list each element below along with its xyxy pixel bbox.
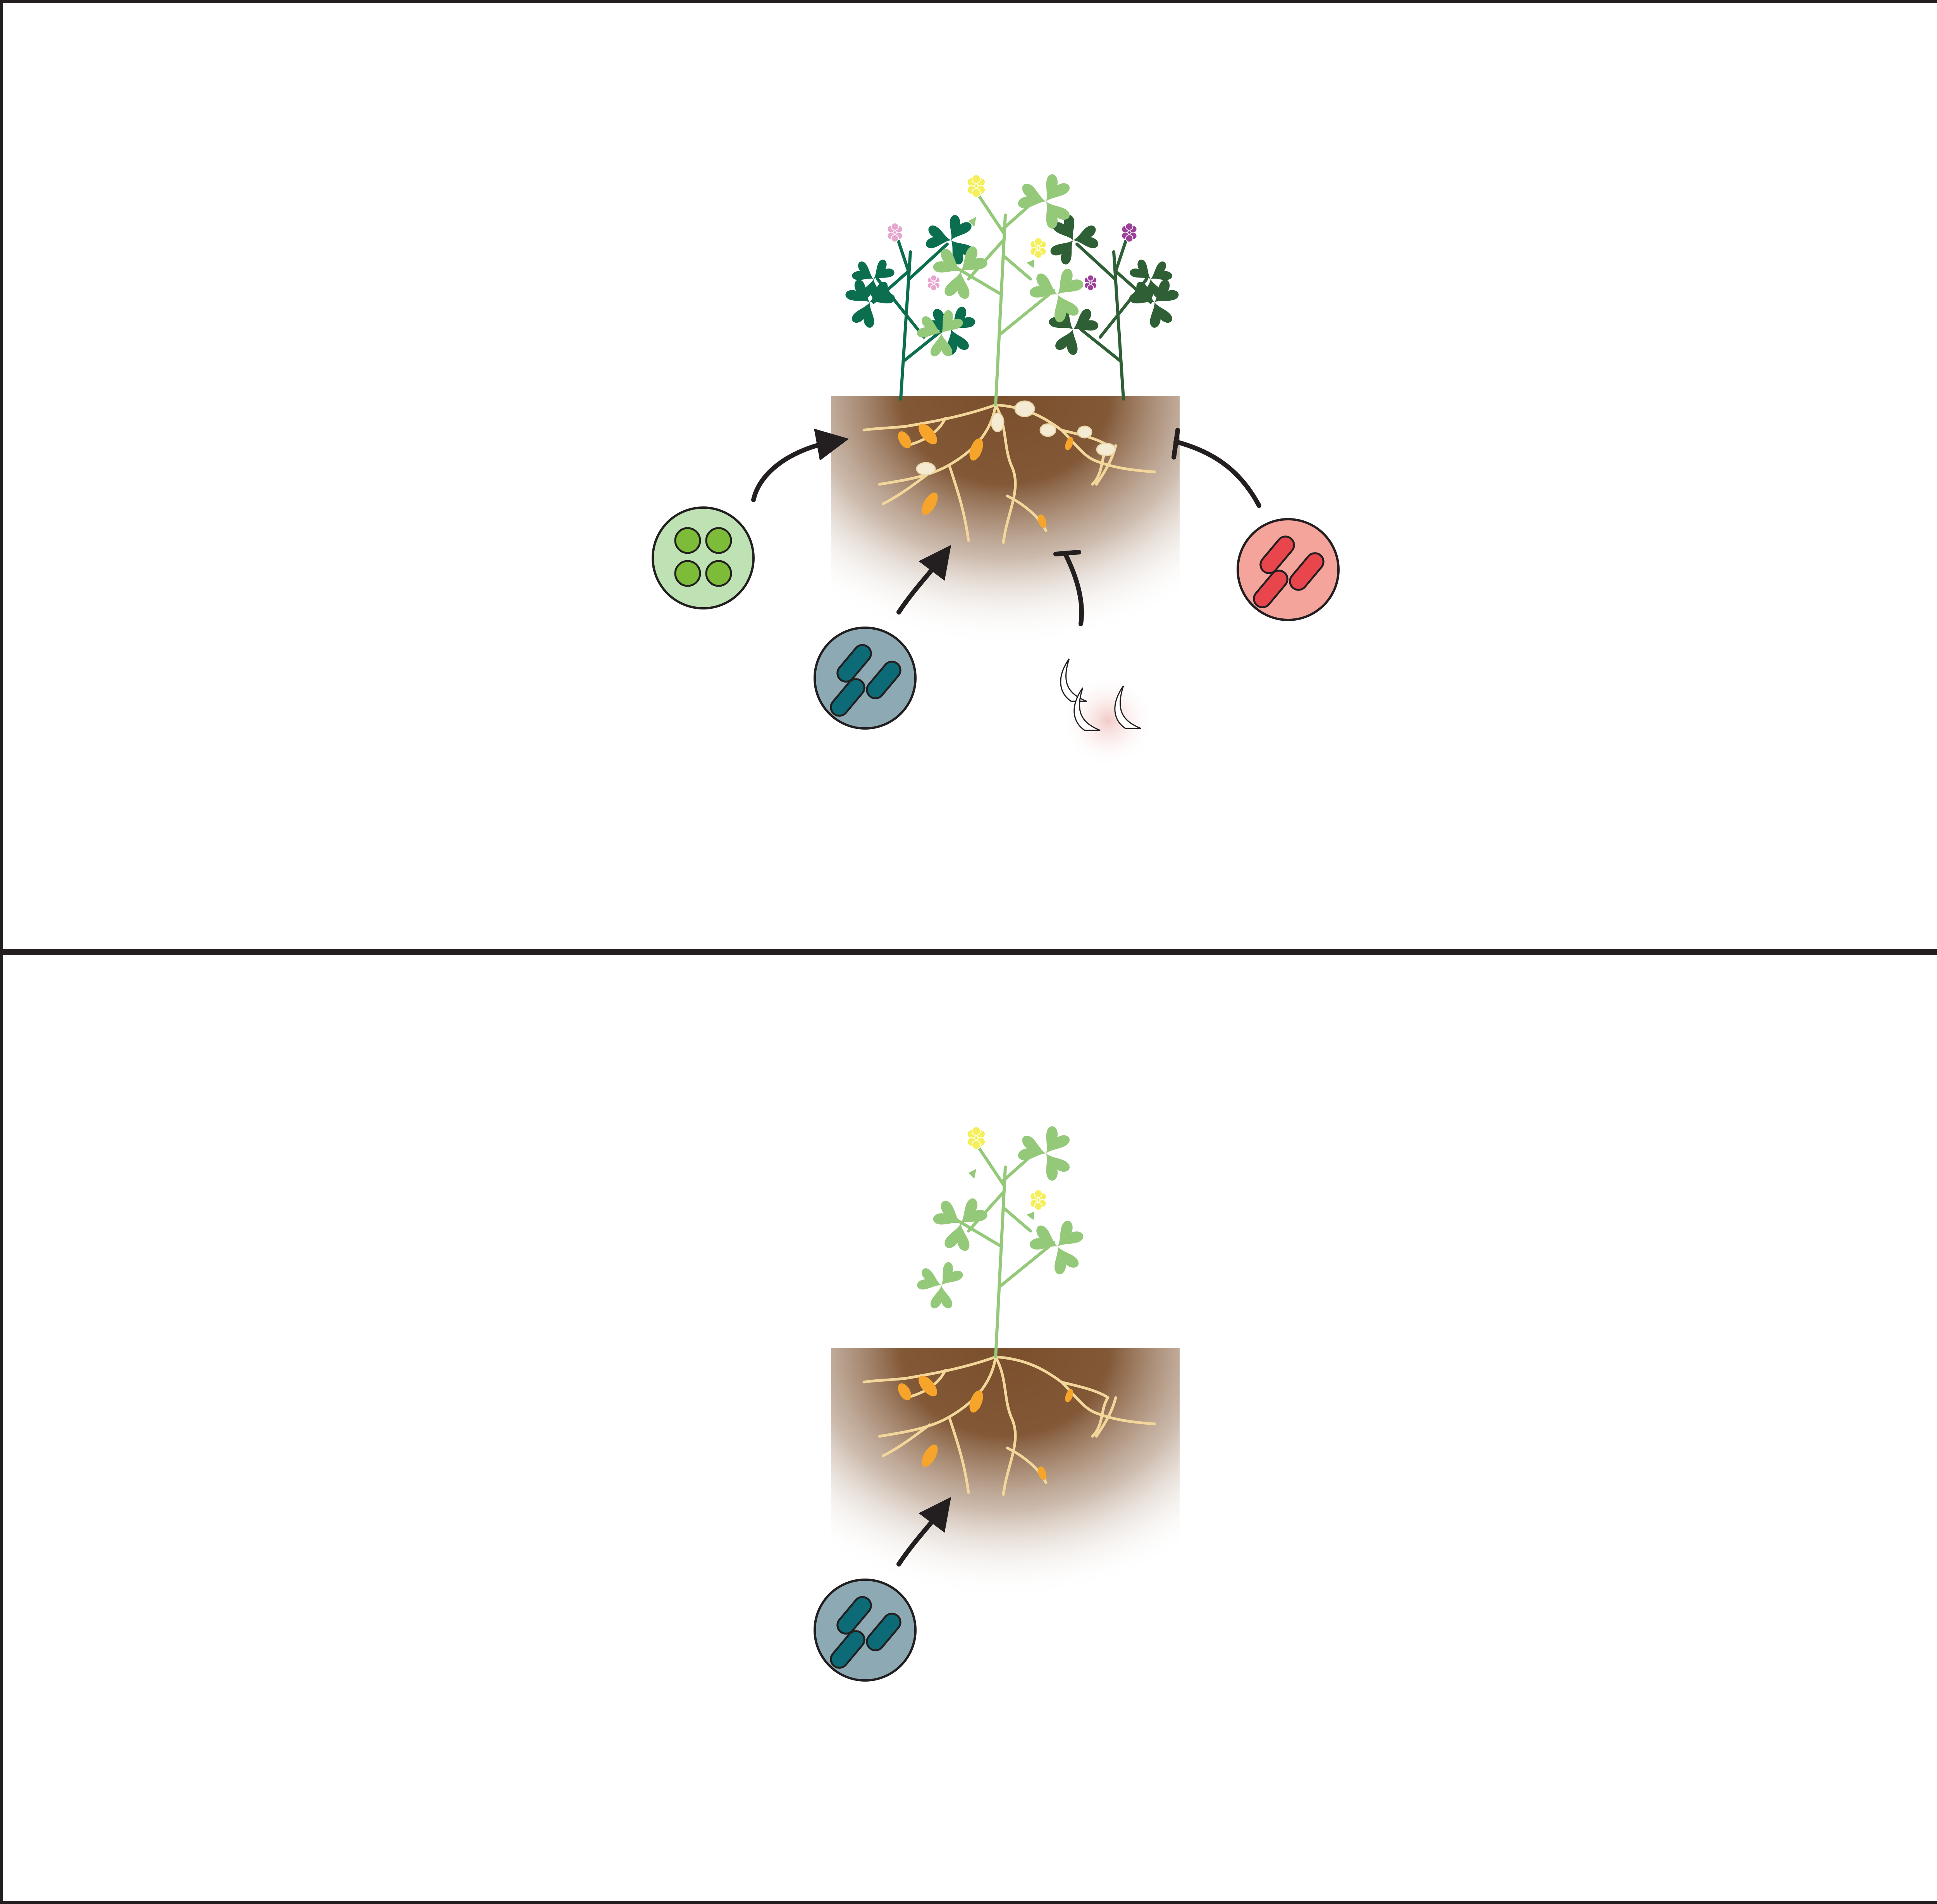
root-bulbs <box>916 400 1116 476</box>
promote-arrow-cocci <box>751 429 849 502</box>
inhibit-arrow-red <box>1171 428 1261 508</box>
panel-bottom <box>0 952 1937 1904</box>
clover-plant-right <box>1049 215 1179 401</box>
nematode-icon <box>1060 658 1154 767</box>
cocci-bacteria-icon <box>652 506 755 609</box>
root-nodules <box>898 1375 1073 1480</box>
promote-arrow-teal <box>896 545 951 615</box>
medic-plant <box>917 1126 1084 1358</box>
medic-plant <box>917 174 1084 406</box>
panel-top <box>0 0 1937 952</box>
rod-bacteria-red-icon <box>1237 518 1340 621</box>
rod-bacteria-teal-icon <box>814 627 917 730</box>
promote-arrow-teal <box>896 1497 951 1567</box>
inhibit-arrow-nematode <box>1053 550 1084 626</box>
clover-plant-left <box>845 215 975 401</box>
root-nodules <box>898 423 1073 528</box>
rod-bacteria-teal-icon <box>814 1579 917 1682</box>
